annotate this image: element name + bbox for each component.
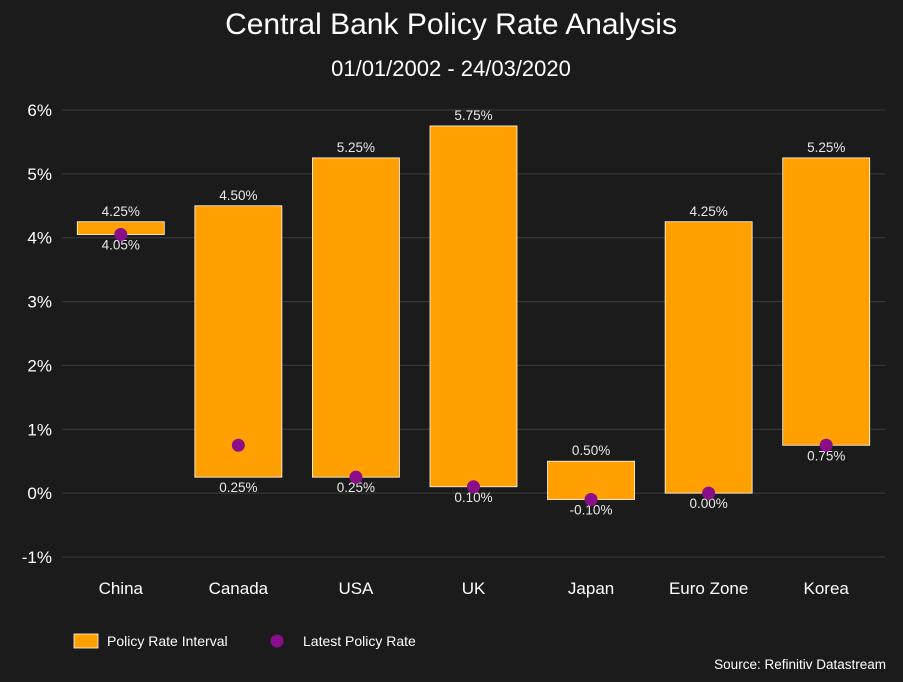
legend: Policy Rate Interval Latest Policy Rate bbox=[73, 633, 416, 649]
data-label-high: 5.75% bbox=[454, 108, 492, 123]
data-label-low: 0.75% bbox=[807, 448, 845, 463]
data-label-low: 0.25% bbox=[337, 480, 375, 495]
data-label-high: 4.50% bbox=[219, 188, 257, 203]
y-tick-label: 2% bbox=[27, 356, 52, 375]
bar-korea bbox=[782, 157, 871, 446]
latest-rate-points bbox=[114, 228, 833, 507]
point-latest-rate bbox=[114, 228, 128, 242]
data-label-low: -0.10% bbox=[570, 503, 613, 518]
data-label-low: 0.00% bbox=[690, 496, 728, 511]
chart-subtitle: 01/01/2002 - 24/03/2020 bbox=[331, 56, 571, 81]
point-latest-rate bbox=[349, 470, 363, 484]
point-latest-rate bbox=[819, 438, 833, 452]
data-label-low: 4.05% bbox=[102, 238, 140, 253]
data-label-high: 4.25% bbox=[690, 204, 728, 219]
point-latest-rate bbox=[467, 480, 480, 494]
point-latest-rate bbox=[702, 486, 716, 500]
data-label-high: 5.25% bbox=[337, 140, 375, 155]
x-tick-label: UK bbox=[462, 579, 486, 598]
y-tick-label: 1% bbox=[27, 420, 52, 439]
legend-label-latest: Latest Policy Rate bbox=[303, 633, 416, 649]
bar-canada bbox=[194, 205, 283, 478]
bar-usa bbox=[312, 157, 400, 478]
source-note: Source: Refinitiv Datastream bbox=[714, 657, 886, 672]
y-tick-label: 5% bbox=[27, 165, 52, 184]
x-tick-label: Euro Zone bbox=[669, 579, 748, 598]
x-axis-ticks: China Canada USA UK Japan Euro Zone Korea bbox=[99, 579, 850, 598]
legend-swatch-latest bbox=[270, 634, 284, 648]
bars bbox=[76, 125, 871, 500]
x-tick-label: Korea bbox=[804, 579, 850, 598]
point-latest-rate bbox=[584, 493, 598, 507]
data-label-high: 5.25% bbox=[807, 140, 845, 155]
legend-swatch-interval bbox=[73, 633, 99, 649]
y-axis-ticks: -1% 0% 1% 2% 3% 4% 5% 6% bbox=[22, 101, 52, 567]
y-tick-label: 6% bbox=[27, 101, 52, 120]
y-tick-label: 3% bbox=[27, 293, 52, 312]
x-tick-label: Canada bbox=[209, 579, 269, 598]
data-label-low: 0.25% bbox=[219, 480, 257, 495]
data-label-low: 0.10% bbox=[454, 490, 492, 505]
data-label-high: 0.50% bbox=[572, 443, 610, 458]
y-tick-label: 0% bbox=[27, 484, 52, 503]
y-tick-label: -1% bbox=[22, 548, 52, 567]
data-labels: 4.25% 4.05% 4.50% 0.25% 5.25% 0.25% 5.75% 0.10%… bbox=[102, 108, 846, 518]
chart-title: Central Bank Policy Rate Analysis bbox=[225, 8, 677, 41]
x-tick-label: USA bbox=[338, 579, 374, 598]
legend-label-interval: Policy Rate Interval bbox=[107, 633, 228, 649]
bar-euro-zone bbox=[664, 221, 753, 494]
y-tick-label: 4% bbox=[27, 229, 52, 248]
point-latest-rate bbox=[231, 438, 245, 452]
data-label-high: 4.25% bbox=[102, 204, 140, 219]
x-tick-label: China bbox=[99, 579, 144, 598]
bar-uk bbox=[429, 125, 518, 488]
x-tick-label: Japan bbox=[568, 579, 614, 598]
